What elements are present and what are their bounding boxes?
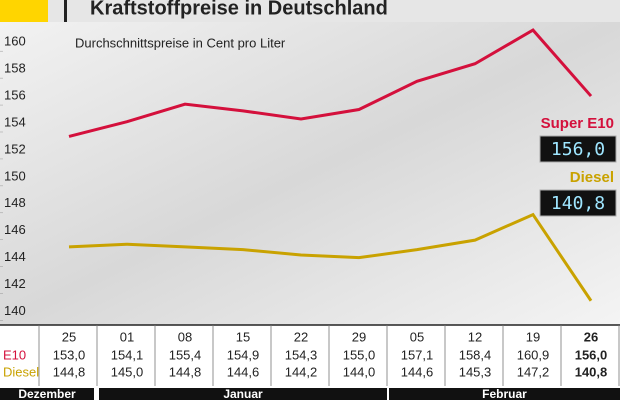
legend-label: Super E10 bbox=[541, 115, 614, 132]
price-display-value: 140,8 bbox=[551, 193, 605, 214]
table-value: 154,9 bbox=[227, 347, 260, 362]
month-band bbox=[99, 388, 387, 400]
chart-subtitle: Durchschnittspreise in Cent pro Liter bbox=[75, 35, 286, 50]
x-tick-label: 12 bbox=[468, 329, 482, 344]
table-row-label: Diesel bbox=[3, 364, 39, 379]
x-tick-label: 26 bbox=[584, 329, 598, 344]
plot-background bbox=[0, 22, 620, 325]
x-tick-label: 15 bbox=[236, 329, 250, 344]
series-line bbox=[68, 28, 593, 138]
header-bar bbox=[0, 0, 620, 22]
chart-title: Kraftstoffpreise in Deutschland bbox=[90, 0, 388, 19]
table-value: 144,6 bbox=[401, 364, 434, 379]
header-accent bbox=[0, 0, 48, 22]
table-value: 160,9 bbox=[517, 347, 550, 362]
month-band bbox=[0, 388, 94, 400]
table-value: 154,1 bbox=[111, 347, 144, 362]
y-tick-label: 150 bbox=[4, 168, 26, 183]
y-tick-label: 142 bbox=[4, 276, 26, 291]
x-tick-label: 25 bbox=[62, 329, 76, 344]
table-value: 154,3 bbox=[285, 347, 318, 362]
legend-label: Diesel bbox=[570, 169, 614, 186]
table-value: 155,4 bbox=[169, 347, 202, 362]
y-tick-label: 154 bbox=[4, 114, 26, 129]
y-tick-label: 148 bbox=[4, 195, 26, 210]
month-band bbox=[389, 388, 620, 400]
y-tick-label: 146 bbox=[4, 222, 26, 237]
header-divider bbox=[64, 0, 67, 22]
table-value: 157,1 bbox=[401, 347, 434, 362]
table-value: 147,2 bbox=[517, 364, 550, 379]
table-value: 156,0 bbox=[575, 347, 608, 362]
table-value: 144,8 bbox=[53, 364, 86, 379]
x-tick-label: 19 bbox=[526, 329, 540, 344]
x-tick-label: 29 bbox=[352, 329, 366, 344]
x-tick-label: 01 bbox=[120, 329, 134, 344]
month-label: Februar bbox=[482, 387, 527, 400]
y-tick-label: 152 bbox=[4, 141, 26, 156]
x-tick-label: 08 bbox=[178, 329, 192, 344]
price-display bbox=[539, 135, 617, 163]
month-label: Januar bbox=[223, 387, 263, 400]
table-row-label: E10 bbox=[3, 347, 26, 362]
table-value: 140,8 bbox=[575, 364, 608, 379]
table-value: 144,0 bbox=[343, 364, 376, 379]
price-display-value: 156,0 bbox=[551, 139, 605, 160]
month-label: Dezember bbox=[18, 387, 76, 400]
y-tick-label: 160 bbox=[4, 34, 26, 49]
x-tick-label: 22 bbox=[294, 329, 308, 344]
table-value: 144,8 bbox=[169, 364, 202, 379]
y-tick-label: 158 bbox=[4, 61, 26, 76]
table-background bbox=[0, 325, 620, 386]
table-value: 144,2 bbox=[285, 364, 318, 379]
y-tick-label: 144 bbox=[4, 249, 26, 264]
price-display bbox=[539, 189, 617, 217]
table-value: 158,4 bbox=[459, 347, 492, 362]
table-value: 155,0 bbox=[343, 347, 376, 362]
table-value: 145,0 bbox=[111, 364, 144, 379]
table-value: 153,0 bbox=[53, 347, 86, 362]
y-tick-label: 140 bbox=[4, 303, 26, 318]
series-line bbox=[68, 212, 593, 302]
table-value: 145,3 bbox=[459, 364, 492, 379]
table-value: 144,6 bbox=[227, 364, 260, 379]
x-tick-label: 05 bbox=[410, 329, 424, 344]
y-tick-label: 156 bbox=[4, 88, 26, 103]
